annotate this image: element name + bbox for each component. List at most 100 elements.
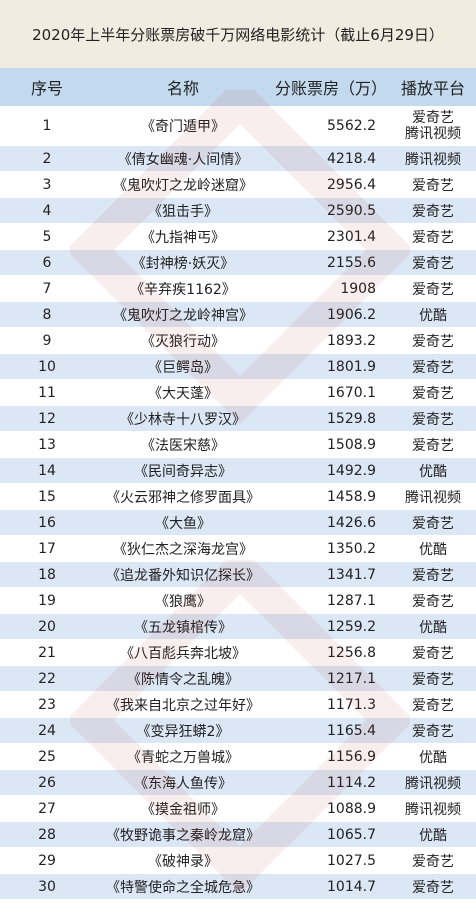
table-row: 21 《八百彪兵奔北坡》 1256.8 爱奇艺 bbox=[0, 640, 476, 666]
platform-label: 优酷 bbox=[419, 463, 447, 480]
platform-label: 爱奇艺 bbox=[412, 671, 454, 688]
table-row: 16 《大鱼》 1426.6 爱奇艺 bbox=[0, 510, 476, 536]
row-name: 《我来自北京之过年好》 bbox=[106, 697, 260, 714]
table-row: 5 《九指神丐》 2301.4 爱奇艺 bbox=[0, 224, 476, 250]
table-row: 8 《鬼吹灯之龙岭神宫》 1906.2 优酷 bbox=[0, 302, 476, 328]
table-row: 14 《民间奇异志》 1492.9 优酷 bbox=[0, 458, 476, 484]
platform-label: 爱奇艺 bbox=[412, 879, 454, 896]
row-name: 《鬼吹灯之龙岭神宫》 bbox=[113, 307, 253, 324]
row-platform: 爱奇艺 bbox=[390, 591, 476, 611]
platform-label: 腾讯视频 bbox=[405, 489, 461, 506]
row-box-office: 1259.2 bbox=[327, 618, 376, 635]
row-no: 3 bbox=[42, 176, 52, 193]
table-row: 30 《特警使命之全城危急》 1014.7 爱奇艺 bbox=[0, 874, 476, 900]
row-box-office: 1492.9 bbox=[327, 462, 376, 479]
table-row: 12 《少林寺十八罗汉》 1529.8 爱奇艺 bbox=[0, 406, 476, 432]
row-name: 《少林寺十八罗汉》 bbox=[120, 411, 246, 428]
platform-label: 爱奇艺 bbox=[412, 853, 454, 870]
row-box-office: 1426.6 bbox=[327, 514, 376, 531]
row-platform: 优酷 bbox=[390, 747, 476, 767]
row-no: 25 bbox=[38, 748, 56, 765]
row-no: 19 bbox=[38, 592, 56, 609]
row-no: 9 bbox=[42, 332, 52, 349]
row-name: 《民间奇异志》 bbox=[134, 463, 232, 480]
platform-label-secondary: 腾讯视频 bbox=[405, 125, 461, 142]
row-box-office: 1088.9 bbox=[327, 800, 376, 817]
row-name: 《摸金祖师》 bbox=[141, 801, 225, 818]
row-box-office: 1114.2 bbox=[327, 774, 376, 791]
row-name: 《辛弃疾1162》 bbox=[130, 281, 236, 298]
platform-label: 爱奇艺 bbox=[412, 359, 454, 376]
row-name: 《狙击手》 bbox=[148, 203, 218, 220]
platform-label: 爱奇艺 bbox=[412, 411, 454, 428]
row-platform: 爱奇艺 bbox=[390, 175, 476, 195]
row-box-office: 1256.8 bbox=[327, 644, 376, 661]
row-no: 10 bbox=[38, 358, 56, 375]
row-box-office: 2301.4 bbox=[327, 228, 376, 245]
platform-label: 腾讯视频 bbox=[405, 801, 461, 818]
row-platform: 爱奇艺 bbox=[390, 643, 476, 663]
row-name: 《法医宋慈》 bbox=[141, 437, 225, 454]
table-row: 29 《破神录》 1027.5 爱奇艺 bbox=[0, 848, 476, 874]
row-name: 《狼鹰》 bbox=[155, 593, 211, 610]
platform-label: 优酷 bbox=[419, 749, 447, 766]
row-no: 17 bbox=[38, 540, 56, 557]
header-no: 序号 bbox=[30, 79, 63, 98]
platform-label: 爱奇艺 bbox=[412, 281, 454, 298]
table-row: 26 《东海人鱼传》 1114.2 腾讯视频 bbox=[0, 770, 476, 796]
table-title: 2020年上半年分账票房破千万网络电影统计（截止6月29日） bbox=[0, 0, 476, 68]
row-box-office: 1350.2 bbox=[327, 540, 376, 557]
platform-label: 爱奇艺 bbox=[412, 333, 454, 350]
row-name: 《青蛇之万兽城》 bbox=[127, 749, 239, 766]
row-no: 23 bbox=[38, 696, 56, 713]
row-no: 15 bbox=[38, 488, 56, 505]
platform-label: 优酷 bbox=[419, 541, 447, 558]
row-no: 18 bbox=[38, 566, 56, 583]
row-no: 2 bbox=[42, 150, 52, 167]
row-name: 《封神榜·妖灭》 bbox=[131, 255, 235, 272]
row-platform: 爱奇艺 bbox=[390, 409, 476, 429]
table-row: 9 《灭狼行动》 1893.2 爱奇艺 bbox=[0, 328, 476, 354]
row-no: 30 bbox=[38, 878, 56, 895]
row-box-office: 4218.4 bbox=[327, 150, 376, 167]
row-name: 《东海人鱼传》 bbox=[134, 775, 232, 792]
table-row: 27 《摸金祖师》 1088.9 腾讯视频 bbox=[0, 796, 476, 822]
row-platform: 爱奇艺 bbox=[390, 435, 476, 455]
row-platform: 爱奇艺 腾讯视频 bbox=[390, 110, 476, 142]
row-name: 《五龙镇棺传》 bbox=[134, 619, 232, 636]
table-row: 11 《大天蓬》 1670.1 爱奇艺 bbox=[0, 380, 476, 406]
platform-label: 爱奇艺 bbox=[412, 229, 454, 246]
row-box-office: 1508.9 bbox=[327, 436, 376, 453]
row-platform: 爱奇艺 bbox=[390, 721, 476, 741]
row-no: 11 bbox=[38, 384, 56, 401]
row-no: 5 bbox=[42, 228, 52, 245]
header-platform: 播放平台 bbox=[400, 79, 465, 98]
table-row: 15 《火云邪神之修罗面具》 1458.9 腾讯视频 bbox=[0, 484, 476, 510]
row-name: 《奇门遁甲》 bbox=[141, 118, 225, 135]
row-box-office: 1341.7 bbox=[327, 566, 376, 583]
table-row: 7 《辛弃疾1162》 1908 爱奇艺 bbox=[0, 276, 476, 302]
platform-label: 爱奇艺 bbox=[412, 255, 454, 272]
row-platform: 优酷 bbox=[390, 539, 476, 559]
row-platform: 爱奇艺 bbox=[390, 253, 476, 273]
platform-label: 爱奇艺 bbox=[412, 385, 454, 402]
row-platform: 爱奇艺 bbox=[390, 669, 476, 689]
row-platform: 腾讯视频 bbox=[390, 487, 476, 507]
row-no: 24 bbox=[38, 722, 56, 739]
row-box-office: 1156.9 bbox=[327, 748, 376, 765]
row-name: 《狄仁杰之深海龙宫》 bbox=[113, 541, 253, 558]
row-platform: 爱奇艺 bbox=[390, 695, 476, 715]
row-box-office: 2590.5 bbox=[327, 202, 376, 219]
row-platform: 优酷 bbox=[390, 461, 476, 481]
row-name: 《大鱼》 bbox=[155, 515, 211, 532]
row-platform: 爱奇艺 bbox=[390, 331, 476, 351]
row-no: 7 bbox=[42, 280, 52, 297]
row-platform: 爱奇艺 bbox=[390, 383, 476, 403]
row-name: 《鬼吹灯之龙岭迷窟》 bbox=[113, 177, 253, 194]
table-row: 3 《鬼吹灯之龙岭迷窟》 2956.4 爱奇艺 bbox=[0, 172, 476, 198]
row-no: 13 bbox=[38, 436, 56, 453]
row-name: 《破神录》 bbox=[148, 853, 218, 870]
platform-label: 优酷 bbox=[419, 619, 447, 636]
row-box-office: 1027.5 bbox=[327, 852, 376, 869]
row-no: 29 bbox=[38, 852, 56, 869]
